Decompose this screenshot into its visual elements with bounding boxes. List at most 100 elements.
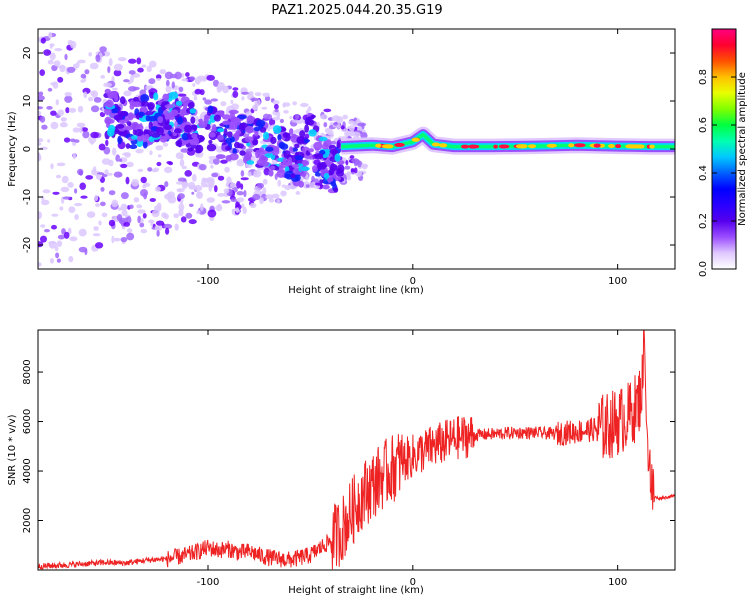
- heatmap-noise-blob: [48, 241, 57, 245]
- heatmap-noise-blob: [140, 228, 148, 234]
- heatmap-noise-blob: [103, 51, 111, 57]
- heatmap-band-blob: [245, 125, 254, 133]
- heatmap-noise-blob: [126, 228, 133, 233]
- heatmap-noise-blob: [88, 52, 92, 57]
- heatmap-noise-blob: [277, 179, 282, 187]
- heatmap-noise-blob: [230, 99, 234, 104]
- heatmap-band-blob: [277, 134, 282, 141]
- heatmap-noise-blob: [355, 170, 363, 177]
- heatmap-noise-blob: [259, 197, 264, 205]
- heatmap-noise-blob: [100, 201, 106, 207]
- heatmap-noise-blob: [279, 118, 284, 124]
- heatmap-noise-blob: [38, 138, 44, 143]
- heatmap-noise-blob: [264, 95, 271, 102]
- heatmap-noise-blob: [362, 163, 368, 170]
- heatmap-noise-blob: [120, 163, 128, 169]
- heatmap-band-blob: [107, 128, 115, 137]
- heatmap-band-blob: [186, 132, 192, 139]
- heatmap-noise-blob: [289, 116, 293, 120]
- heatmap-noise-blob: [40, 37, 46, 44]
- heatmap-noise-blob: [241, 96, 245, 101]
- heatmap-noise-blob: [120, 203, 128, 211]
- heatmap-band-blob: [168, 91, 179, 100]
- heatmap-noise-blob: [67, 227, 72, 235]
- heatmap-noise-blob: [122, 152, 131, 157]
- heatmap-band-blob: [313, 153, 324, 158]
- heatmap-noise-blob: [104, 169, 109, 175]
- heatmap-noise-blob: [185, 72, 190, 77]
- heatmap-noise-blob: [262, 92, 271, 98]
- heatmap-band-blob: [232, 148, 237, 155]
- heatmap-band-blob: [195, 144, 204, 153]
- heatmap-band-blob: [127, 112, 134, 121]
- heatmap-noise-blob: [52, 81, 59, 89]
- ridge-hotspot: [469, 144, 476, 149]
- heatmap-noise-blob: [79, 126, 83, 134]
- heatmap-noise-blob: [221, 200, 231, 204]
- heatmap-noise-blob: [64, 53, 68, 61]
- heatmap-noise-blob: [310, 181, 316, 189]
- heatmap-noise-blob: [342, 114, 348, 120]
- heatmap-noise-blob: [105, 139, 109, 147]
- heatmap-band-blob: [254, 129, 259, 137]
- heatmap-band-blob: [289, 128, 294, 135]
- heatmap-noise-blob: [80, 195, 88, 199]
- heatmap-noise-blob: [51, 213, 59, 217]
- heatmap-noise-blob: [351, 158, 360, 164]
- heatmap-noise-blob: [276, 111, 281, 119]
- heatmap-band-blob: [294, 143, 300, 149]
- figure-title: PAZ1.2025.044.20.35.G19: [271, 3, 442, 18]
- heatmap-noise-blob: [156, 230, 160, 237]
- heatmap-band-blob: [199, 136, 205, 141]
- heatmap-noise-blob: [147, 167, 153, 172]
- heatmap-noise-blob: [125, 176, 130, 185]
- heatmap-noise-blob: [120, 237, 128, 243]
- heatmap-noise-blob: [82, 130, 90, 139]
- heatmap-noise-blob: [349, 155, 355, 159]
- heatmap-noise-blob: [111, 235, 115, 244]
- heatmap-band-blob: [296, 136, 305, 145]
- ridge-hotspot: [593, 143, 600, 148]
- heatmap-band-blob: [270, 136, 277, 144]
- heatmap-noise-blob: [108, 58, 113, 67]
- heatmap-noise-blob: [243, 190, 247, 198]
- heatmap-noise-blob: [100, 75, 106, 79]
- heatmap-band-blob: [322, 184, 330, 190]
- snr-y-ticks: 2000 4000 6000 8000: [22, 359, 675, 533]
- heatmap-noise-blob: [148, 78, 156, 85]
- heatmap-noise-blob: [54, 48, 63, 52]
- heatmap-noise-blob: [178, 203, 185, 212]
- heatmap-noise-blob: [116, 214, 123, 222]
- heatmap-band-blob: [137, 135, 143, 142]
- heatmap-noise-blob: [351, 131, 361, 137]
- heatmap-band-blob: [126, 121, 132, 126]
- heatmap-noise-blob: [111, 199, 119, 208]
- heatmap-band-blob: [244, 136, 254, 143]
- heatmap-noise-blob: [232, 87, 239, 91]
- heatmap-band-blob: [239, 150, 246, 156]
- heatmap-noise-blob: [38, 111, 42, 116]
- heatmap-band-blob: [269, 165, 276, 171]
- heatmap-noise-blob: [294, 114, 300, 120]
- heatmap-band-blob: [230, 136, 235, 143]
- heatmap-noise-blob: [171, 81, 175, 89]
- heatmap-noise-blob: [59, 122, 68, 128]
- heatmap-noise-blob: [121, 192, 129, 200]
- heatmap-noise-blob: [65, 107, 70, 114]
- heatmap-noise-blob: [155, 74, 162, 80]
- heatmap-band-blob: [164, 104, 174, 109]
- heatmap-noise-blob: [59, 206, 64, 211]
- heatmap-noise-blob: [283, 109, 289, 114]
- heatmap-noise-blob: [121, 209, 128, 217]
- snr-y-label: SNR (10 * v/v): [7, 414, 18, 485]
- heatmap-noise-blob: [268, 198, 275, 203]
- heatmap-noise-blob: [38, 153, 41, 161]
- heatmap-noise-blob: [95, 54, 101, 62]
- heatmap-band-blob: [288, 156, 293, 164]
- heatmap-noise-blob: [149, 60, 157, 68]
- heatmap-noise-blob: [92, 233, 101, 237]
- heatmap-noise-blob: [230, 182, 236, 188]
- heatmap-band-blob: [235, 129, 242, 135]
- heatmap-noise-blob: [117, 57, 127, 62]
- heatmap-noise-blob: [164, 166, 173, 174]
